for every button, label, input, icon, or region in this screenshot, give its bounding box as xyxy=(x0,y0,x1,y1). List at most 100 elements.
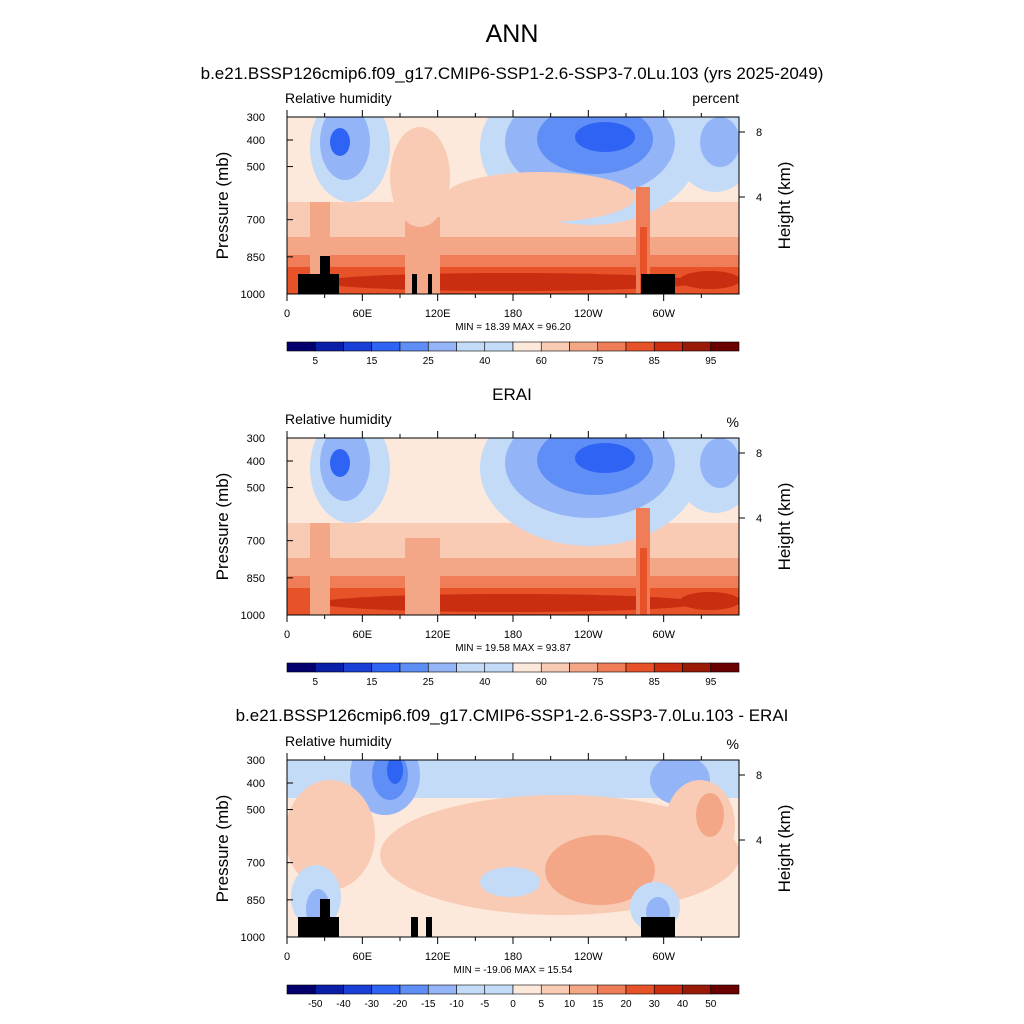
colorbar-swatch xyxy=(456,662,486,673)
panel-3-colorbar-label: -50 xyxy=(308,999,323,1010)
panel-2-colorbar-label: 95 xyxy=(705,677,717,688)
panel-1-colorbar-label: 95 xyxy=(705,356,717,367)
colorbar-swatch xyxy=(399,662,429,673)
colorbar-swatch xyxy=(597,662,627,673)
panel-1-height-tick-label: 4 xyxy=(756,192,762,204)
panel-1-height-tick-label: 8 xyxy=(756,127,762,139)
panel-2-y-axis-title: Pressure (mb) xyxy=(213,473,232,581)
panel-3-y-tick-label: 500 xyxy=(247,805,265,817)
panel-3-colorbar-label: -5 xyxy=(480,999,489,1010)
panel-3-y-axis-title: Pressure (mb) xyxy=(213,795,232,903)
panel-2-y-tick-label: 300 xyxy=(247,433,265,445)
panel-2-colorbar-label: 25 xyxy=(423,677,435,688)
panel-2-field xyxy=(287,438,739,615)
colorbar-swatch xyxy=(682,662,712,673)
panel-3-y-tick-label: 700 xyxy=(247,858,265,870)
colorbar-swatch xyxy=(456,341,486,352)
colorbar-swatch xyxy=(343,341,373,352)
panel-2-y-tick-label: 850 xyxy=(247,573,265,585)
colorbar-swatch xyxy=(682,984,712,995)
panel-3-variable-label: Relative humidity xyxy=(285,733,392,749)
panel-3-colorbar-label: 5 xyxy=(538,999,544,1010)
colorbar-swatch xyxy=(625,662,655,673)
panel-3-x-tick-label: 180 xyxy=(504,951,522,963)
panel-2-colorbar xyxy=(286,662,740,673)
colorbar-swatch xyxy=(484,984,514,995)
panel-3-minmax: MIN = -19.06 MAX = 15.54 xyxy=(453,965,573,976)
panel-3-colorbar-label: 50 xyxy=(705,999,717,1010)
panel-2-x-tick-label: 60W xyxy=(652,629,675,641)
panel-1-x-tick-label: 120E xyxy=(425,308,451,320)
panel-2-colorbar-label: 40 xyxy=(479,677,491,688)
colorbar-swatch xyxy=(625,341,655,352)
panel-2-height-tick-label: 4 xyxy=(756,513,762,525)
panel-2-y-tick-label: 700 xyxy=(247,536,265,548)
panel-1-y-tick-label: 850 xyxy=(247,252,265,264)
colorbar-swatch xyxy=(314,984,344,995)
colorbar-swatch xyxy=(710,662,740,673)
colorbar-swatch xyxy=(597,984,627,995)
panel-1-y-tick-label: 700 xyxy=(247,215,265,227)
panel-1-colorbar-label: 25 xyxy=(423,356,435,367)
panel-3-colorbar-label: 10 xyxy=(564,999,576,1010)
panel-1-colorbar-label: 5 xyxy=(312,356,318,367)
panel-3-field xyxy=(287,760,739,937)
panel-1-field xyxy=(287,117,739,294)
panel-3-units-label: % xyxy=(726,736,739,752)
panel-3-colorbar-label: 30 xyxy=(649,999,661,1010)
panel-1-colorbar-label: 15 xyxy=(366,356,378,367)
colorbar-swatch xyxy=(371,341,401,352)
panel-3-colorbar-label: -15 xyxy=(421,999,436,1010)
panel-3-y-tick-label: 850 xyxy=(247,895,265,907)
colorbar-swatch xyxy=(710,341,740,352)
colorbar-swatch xyxy=(427,341,457,352)
colorbar-swatch xyxy=(427,984,457,995)
colorbar-swatch xyxy=(371,662,401,673)
colorbar-swatch xyxy=(286,341,316,352)
panel-2-colorbar-label: 60 xyxy=(536,677,548,688)
panel-2-y-tick-label: 1000 xyxy=(241,610,265,622)
panel-2-colorbar-label: 15 xyxy=(366,677,378,688)
colorbar-swatch xyxy=(484,341,514,352)
colorbar-swatch xyxy=(286,662,316,673)
panel-1-variable-label: Relative humidity xyxy=(285,90,392,106)
panel-2-x-tick-label: 60E xyxy=(353,629,373,641)
colorbar-swatch xyxy=(653,662,683,673)
panel-3-height-tick-label: 4 xyxy=(756,835,762,847)
panel-1-y-axis-title: Pressure (mb) xyxy=(213,152,232,260)
panel-3-colorbar-label: -10 xyxy=(449,999,464,1010)
panel-1-colorbar xyxy=(286,341,740,352)
panel-1-x-tick-label: 60W xyxy=(652,308,675,320)
colorbar-swatch xyxy=(653,341,683,352)
panel-3-colorbar-label: 0 xyxy=(510,999,516,1010)
panel-2-y-tick-label: 400 xyxy=(247,456,265,468)
panel-2-colorbar-label: 85 xyxy=(649,677,661,688)
panel-3-x-tick-label: 120W xyxy=(574,951,603,963)
panel-2-x-tick-label: 180 xyxy=(504,629,522,641)
panel-2-units-label: % xyxy=(726,414,739,430)
panel-2-y-tick-label: 500 xyxy=(247,483,265,495)
panel-1-y-tick-label: 300 xyxy=(247,112,265,124)
panel-2-x-tick-label: 120W xyxy=(574,629,603,641)
panel-2-x-tick-label: 0 xyxy=(284,629,290,641)
panel-1-x-tick-label: 180 xyxy=(504,308,522,320)
colorbar-swatch xyxy=(540,984,570,995)
panel-3-height-axis-title: Height (km) xyxy=(775,805,794,893)
panel-2-variable-label: Relative humidity xyxy=(285,411,392,427)
panel-1-y-tick-label: 500 xyxy=(247,162,265,174)
panel-2-minmax: MIN = 19.58 MAX = 93.87 xyxy=(455,643,571,654)
panel-3-colorbar-label: 20 xyxy=(620,999,632,1010)
panel-3-height-tick-label: 8 xyxy=(756,770,762,782)
panel-3-colorbar-label: 40 xyxy=(677,999,689,1010)
panel-1-minmax: MIN = 18.39 MAX = 96.20 xyxy=(455,322,571,333)
panel-3-x-tick-label: 120E xyxy=(425,951,451,963)
colorbar-swatch xyxy=(286,984,316,995)
colorbar-swatch xyxy=(569,662,599,673)
colorbar-swatch xyxy=(569,341,599,352)
main-title: ANN xyxy=(485,20,539,48)
colorbar-swatch xyxy=(540,341,570,352)
colorbar-swatch xyxy=(625,984,655,995)
panel-1-y-tick-label: 400 xyxy=(247,135,265,147)
colorbar-swatch xyxy=(653,984,683,995)
panel-3-colorbar-label: -40 xyxy=(336,999,351,1010)
